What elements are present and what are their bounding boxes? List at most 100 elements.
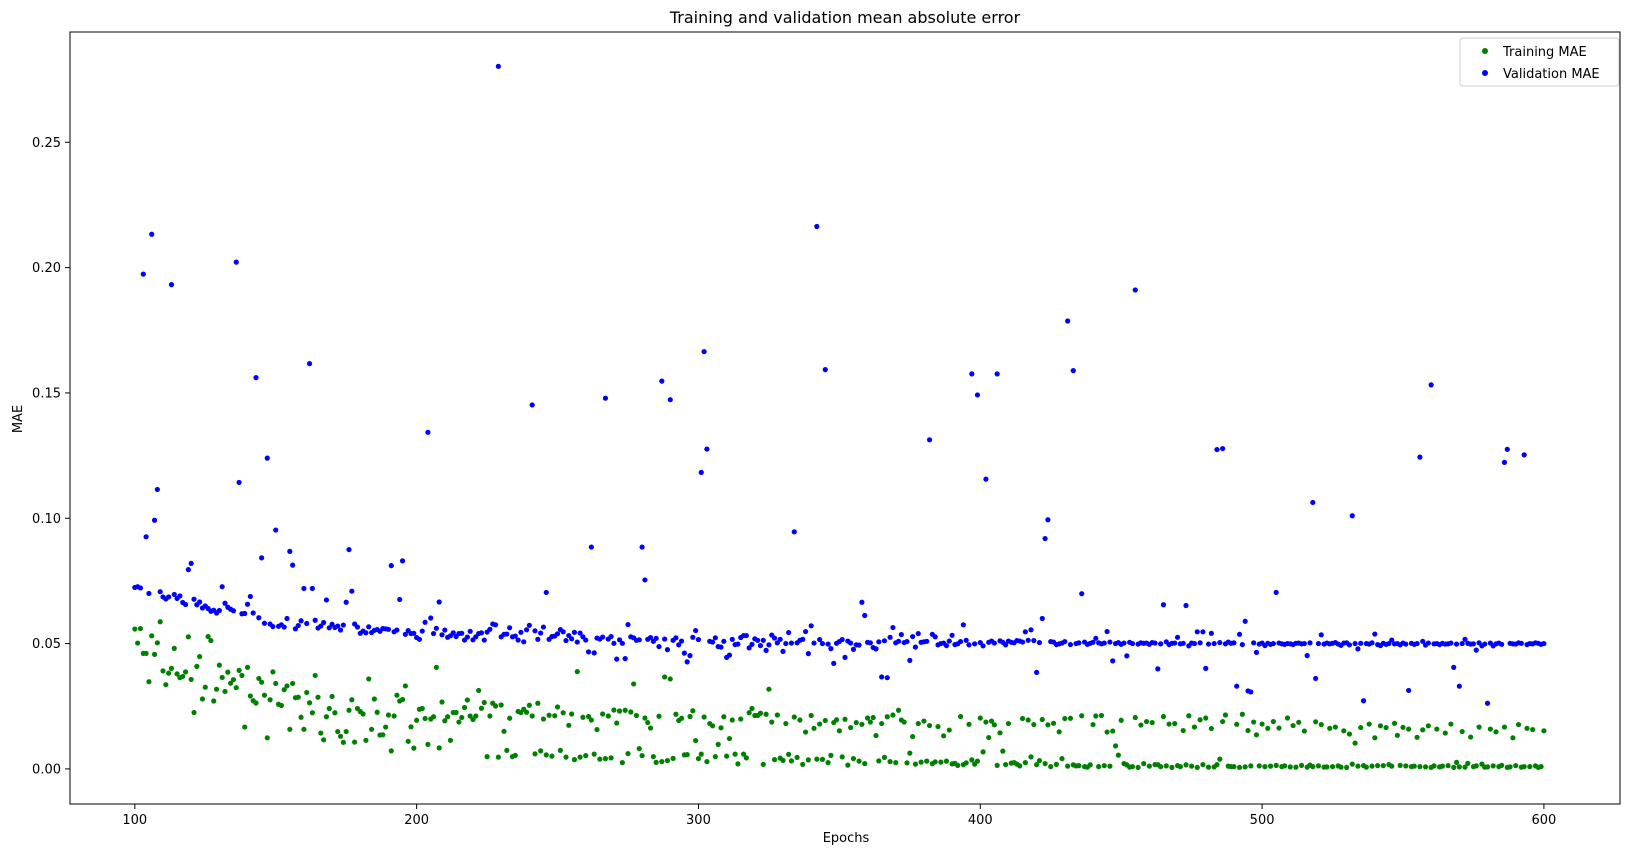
data-point — [1149, 719, 1155, 726]
data-point — [656, 643, 662, 650]
data-point — [535, 636, 541, 642]
data-point — [388, 748, 394, 754]
data-point — [391, 713, 397, 719]
data-point — [402, 631, 408, 637]
data-point — [267, 697, 273, 703]
data-point — [259, 555, 265, 561]
data-point — [867, 719, 873, 725]
data-point — [1434, 726, 1440, 732]
data-point — [425, 429, 431, 435]
data-point — [817, 636, 823, 643]
data-point — [1019, 639, 1026, 645]
data-point — [760, 761, 766, 768]
data-point — [884, 714, 890, 720]
data-point — [1234, 683, 1240, 689]
data-point — [932, 759, 938, 765]
data-point — [1172, 720, 1178, 727]
data-point — [335, 623, 341, 629]
data-point — [780, 648, 786, 654]
data-point — [1484, 700, 1491, 706]
data-point — [701, 348, 707, 355]
data-point — [135, 640, 141, 646]
data-point — [673, 711, 679, 717]
data-point — [1338, 764, 1344, 770]
data-point — [1158, 764, 1164, 770]
data-point — [881, 754, 888, 760]
data-point — [1239, 711, 1245, 717]
data-point — [912, 644, 919, 650]
data-point — [366, 676, 372, 682]
data-point — [1267, 763, 1274, 769]
data-point — [763, 711, 769, 717]
data-point — [600, 634, 606, 640]
data-point — [636, 637, 642, 643]
data-point — [966, 721, 972, 727]
data-point — [791, 529, 797, 535]
data-point — [625, 621, 631, 628]
data-point — [966, 642, 972, 648]
data-point — [1293, 764, 1299, 770]
data-point — [1270, 718, 1276, 725]
data-point — [749, 641, 755, 647]
data-point — [419, 628, 425, 634]
data-point — [1487, 726, 1493, 732]
data-point — [994, 762, 1000, 769]
data-point — [662, 674, 668, 680]
data-point — [963, 760, 969, 766]
data-point — [662, 636, 668, 642]
data-point — [1276, 725, 1282, 731]
data-point — [518, 629, 524, 635]
data-point — [1513, 763, 1519, 769]
data-point — [256, 615, 262, 621]
data-point — [921, 718, 927, 724]
data-point — [366, 624, 372, 630]
data-point — [1132, 287, 1138, 293]
data-point — [146, 679, 152, 685]
data-point — [712, 635, 718, 641]
data-point — [884, 675, 890, 681]
data-point — [157, 619, 163, 625]
data-point — [1400, 724, 1406, 730]
data-point — [1499, 641, 1505, 647]
data-point — [321, 737, 327, 743]
data-point — [980, 749, 986, 755]
data-point — [1377, 723, 1384, 729]
data-point — [1234, 721, 1240, 727]
data-point — [205, 633, 211, 640]
data-point — [729, 636, 735, 642]
data-point — [560, 710, 566, 716]
data-point — [1177, 764, 1183, 770]
data-point — [538, 748, 544, 754]
data-point — [312, 672, 318, 679]
data-point — [1541, 728, 1547, 734]
data-point — [523, 709, 530, 715]
data-point — [1518, 640, 1524, 646]
data-point — [912, 761, 919, 767]
data-point — [1025, 717, 1031, 723]
data-point — [1301, 728, 1307, 734]
data-point — [800, 636, 806, 642]
data-point — [287, 726, 293, 732]
data-point — [430, 630, 437, 637]
data-point — [1056, 729, 1062, 735]
data-point — [997, 730, 1003, 736]
data-point — [318, 730, 324, 736]
data-point — [422, 715, 428, 722]
data-point — [213, 686, 220, 692]
data-point — [721, 638, 727, 644]
data-point — [825, 760, 831, 766]
data-point — [1380, 763, 1386, 769]
data-point — [1428, 382, 1434, 388]
data-point — [901, 719, 907, 725]
data-point — [1332, 724, 1338, 730]
data-point — [523, 627, 530, 633]
data-point — [1541, 640, 1547, 647]
data-point — [943, 642, 950, 649]
data-point — [684, 659, 690, 665]
data-point — [1310, 499, 1316, 506]
data-point — [1273, 762, 1279, 769]
data-point — [1420, 727, 1426, 733]
data-point — [1107, 639, 1113, 645]
data-point — [1180, 727, 1186, 734]
data-point — [1414, 640, 1420, 647]
